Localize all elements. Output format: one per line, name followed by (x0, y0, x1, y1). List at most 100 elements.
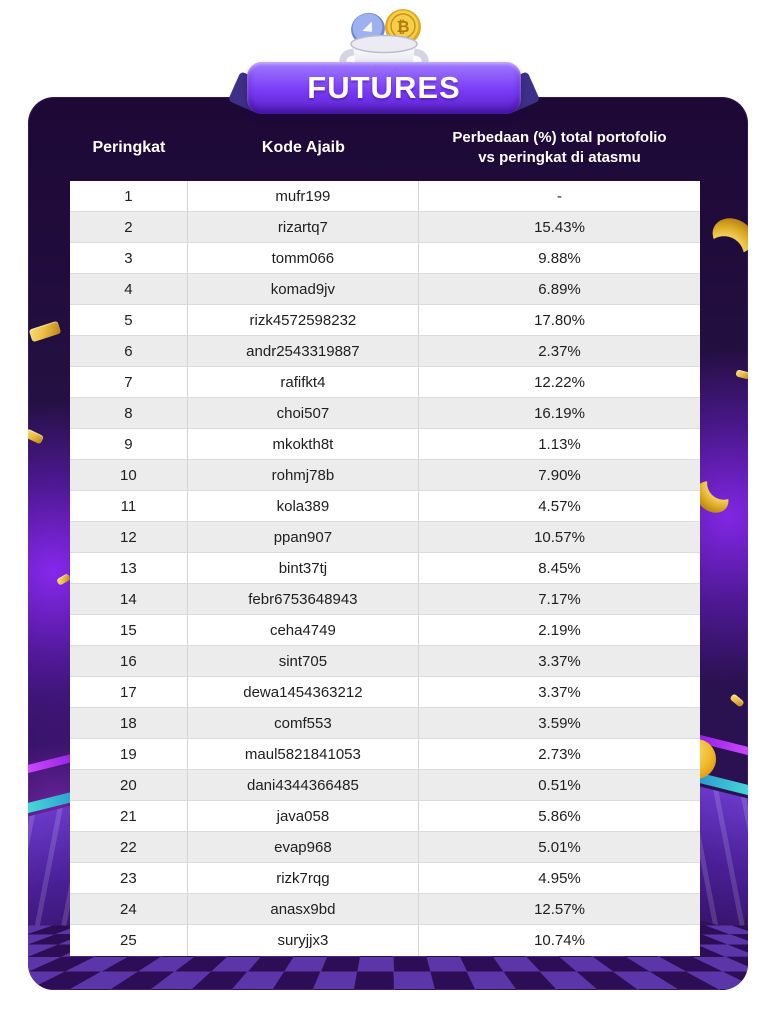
cell-code: komad9jv (188, 274, 419, 304)
table-row: 5 rizk4572598232 17.80% (70, 305, 700, 336)
cell-rank: 6 (70, 336, 188, 366)
cell-code: rohmj78b (188, 460, 419, 490)
cell-diff: 1.13% (538, 435, 581, 453)
cell-rank: 13 (70, 553, 188, 583)
cell-diff: 17.80% (534, 311, 585, 329)
cell-code: dewa1454363212 (188, 677, 419, 707)
header-rank-label: Peringkat (92, 139, 166, 156)
cell-rank: 3 (70, 243, 188, 273)
table-row: 20 dani4344366485 0.51% (70, 770, 700, 801)
cell-diff: 8.45% (538, 559, 581, 577)
cell-code: rizk4572598232 (188, 305, 419, 335)
cell-code: dani4344366485 (188, 770, 419, 800)
cell-rank: 8 (70, 398, 188, 428)
table-row: 17 dewa1454363212 3.37% (70, 677, 700, 708)
cell-code: suryjjx3 (188, 925, 419, 956)
table-row: 9 mkokth8t 1.13% (70, 429, 700, 460)
cell-code: sint705 (188, 646, 419, 676)
cell-rank: 24 (70, 894, 188, 924)
cell-code: anasx9bd (188, 894, 419, 924)
cell-diff: 12.57% (534, 900, 585, 918)
leaderboard-table: 1 mufr199 - 2 rizartq7 15.43% 3 tomm066 … (70, 181, 700, 956)
header-cell-rank: Peringkat (70, 118, 188, 178)
header-cell-code: Kode Ajaib (188, 118, 419, 178)
table-row: 15 ceha4749 2.19% (70, 615, 700, 646)
cell-diff: 0.51% (538, 776, 581, 794)
table-row: 23 rizk7rqg 4.95% (70, 863, 700, 894)
cell-diff: 12.22% (534, 373, 585, 391)
cell-diff: 2.19% (538, 621, 581, 639)
table-row: 1 mufr199 - (70, 181, 700, 212)
svg-text:₿: ₿ (396, 17, 409, 36)
cell-rank: 11 (70, 491, 188, 521)
header-code-label: Kode Ajaib (261, 139, 345, 156)
cell-code: kola389 (188, 491, 419, 521)
cell-rank: 17 (70, 677, 188, 707)
banner-ribbon: FUTURES (247, 62, 521, 114)
cell-diff: 4.57% (538, 497, 581, 515)
table-row: 14 febr6753648943 7.17% (70, 584, 700, 615)
cell-rank: 5 (70, 305, 188, 335)
cell-code: bint37tj (188, 553, 419, 583)
confetti-ribbon-icon (729, 693, 745, 708)
cell-diff: 5.86% (538, 807, 581, 825)
cell-diff: 5.01% (538, 838, 581, 856)
confetti-ribbon-icon (706, 211, 748, 261)
cell-diff: 3.37% (538, 652, 581, 670)
table-row: 10 rohmj78b 7.90% (70, 460, 700, 491)
cell-rank: 2 (70, 212, 188, 242)
cell-code: andr2543319887 (188, 336, 419, 366)
table-row: 13 bint37tj 8.45% (70, 553, 700, 584)
cell-code: ceha4749 (188, 615, 419, 645)
cell-rank: 4 (70, 274, 188, 304)
cell-diff: 7.90% (538, 466, 581, 484)
table-row: 7 rafifkt4 12.22% (70, 367, 700, 398)
cell-rank: 23 (70, 863, 188, 893)
cell-diff: 7.17% (538, 590, 581, 608)
cell-rank: 12 (70, 522, 188, 552)
cell-code: rafifkt4 (188, 367, 419, 397)
cell-rank: 21 (70, 801, 188, 831)
table-row: 19 maul5821841053 2.73% (70, 739, 700, 770)
cell-diff: 2.37% (538, 342, 581, 360)
cell-code: java058 (188, 801, 419, 831)
cell-rank: 19 (70, 739, 188, 769)
cell-code: ppan907 (188, 522, 419, 552)
cell-diff: 2.73% (538, 745, 581, 763)
cell-rank: 10 (70, 460, 188, 490)
page-title: FUTURES (307, 70, 461, 105)
header-diff-line1: Perbedaan (%) total portofolio (452, 128, 667, 146)
cell-rank: 20 (70, 770, 188, 800)
cell-diff: - (557, 187, 562, 205)
cell-diff: 10.74% (534, 932, 585, 949)
trophy-rim (350, 34, 418, 54)
cell-code: evap968 (188, 832, 419, 862)
cell-code: rizk7rqg (188, 863, 419, 893)
table-row: 4 komad9jv 6.89% (70, 274, 700, 305)
cell-code: mufr199 (188, 181, 419, 211)
table-row: 8 choi507 16.19% (70, 398, 700, 429)
cell-diff: 4.95% (538, 869, 581, 887)
cell-code: comf553 (188, 708, 419, 738)
cell-code: tomm066 (188, 243, 419, 273)
header-diff-line2: vs peringkat di atasmu (478, 149, 641, 166)
cell-rank: 7 (70, 367, 188, 397)
cell-rank: 14 (70, 584, 188, 614)
cell-rank: 15 (70, 615, 188, 645)
table-row: 18 comf553 3.59% (70, 708, 700, 739)
table-row: 12 ppan907 10.57% (70, 522, 700, 553)
cell-rank: 16 (70, 646, 188, 676)
table-row: 11 kola389 4.57% (70, 491, 700, 522)
cell-code: febr6753648943 (188, 584, 419, 614)
cell-rank: 18 (70, 708, 188, 738)
cell-diff: 3.37% (538, 683, 581, 701)
cell-code: choi507 (188, 398, 419, 428)
cell-diff: 9.88% (538, 249, 581, 267)
table-row: 21 java058 5.86% (70, 801, 700, 832)
cell-code: rizartq7 (188, 212, 419, 242)
table-row: 3 tomm066 9.88% (70, 243, 700, 274)
cell-diff: 10.57% (534, 528, 585, 546)
cell-rank: 1 (70, 181, 188, 211)
cell-rank: 22 (70, 832, 188, 862)
